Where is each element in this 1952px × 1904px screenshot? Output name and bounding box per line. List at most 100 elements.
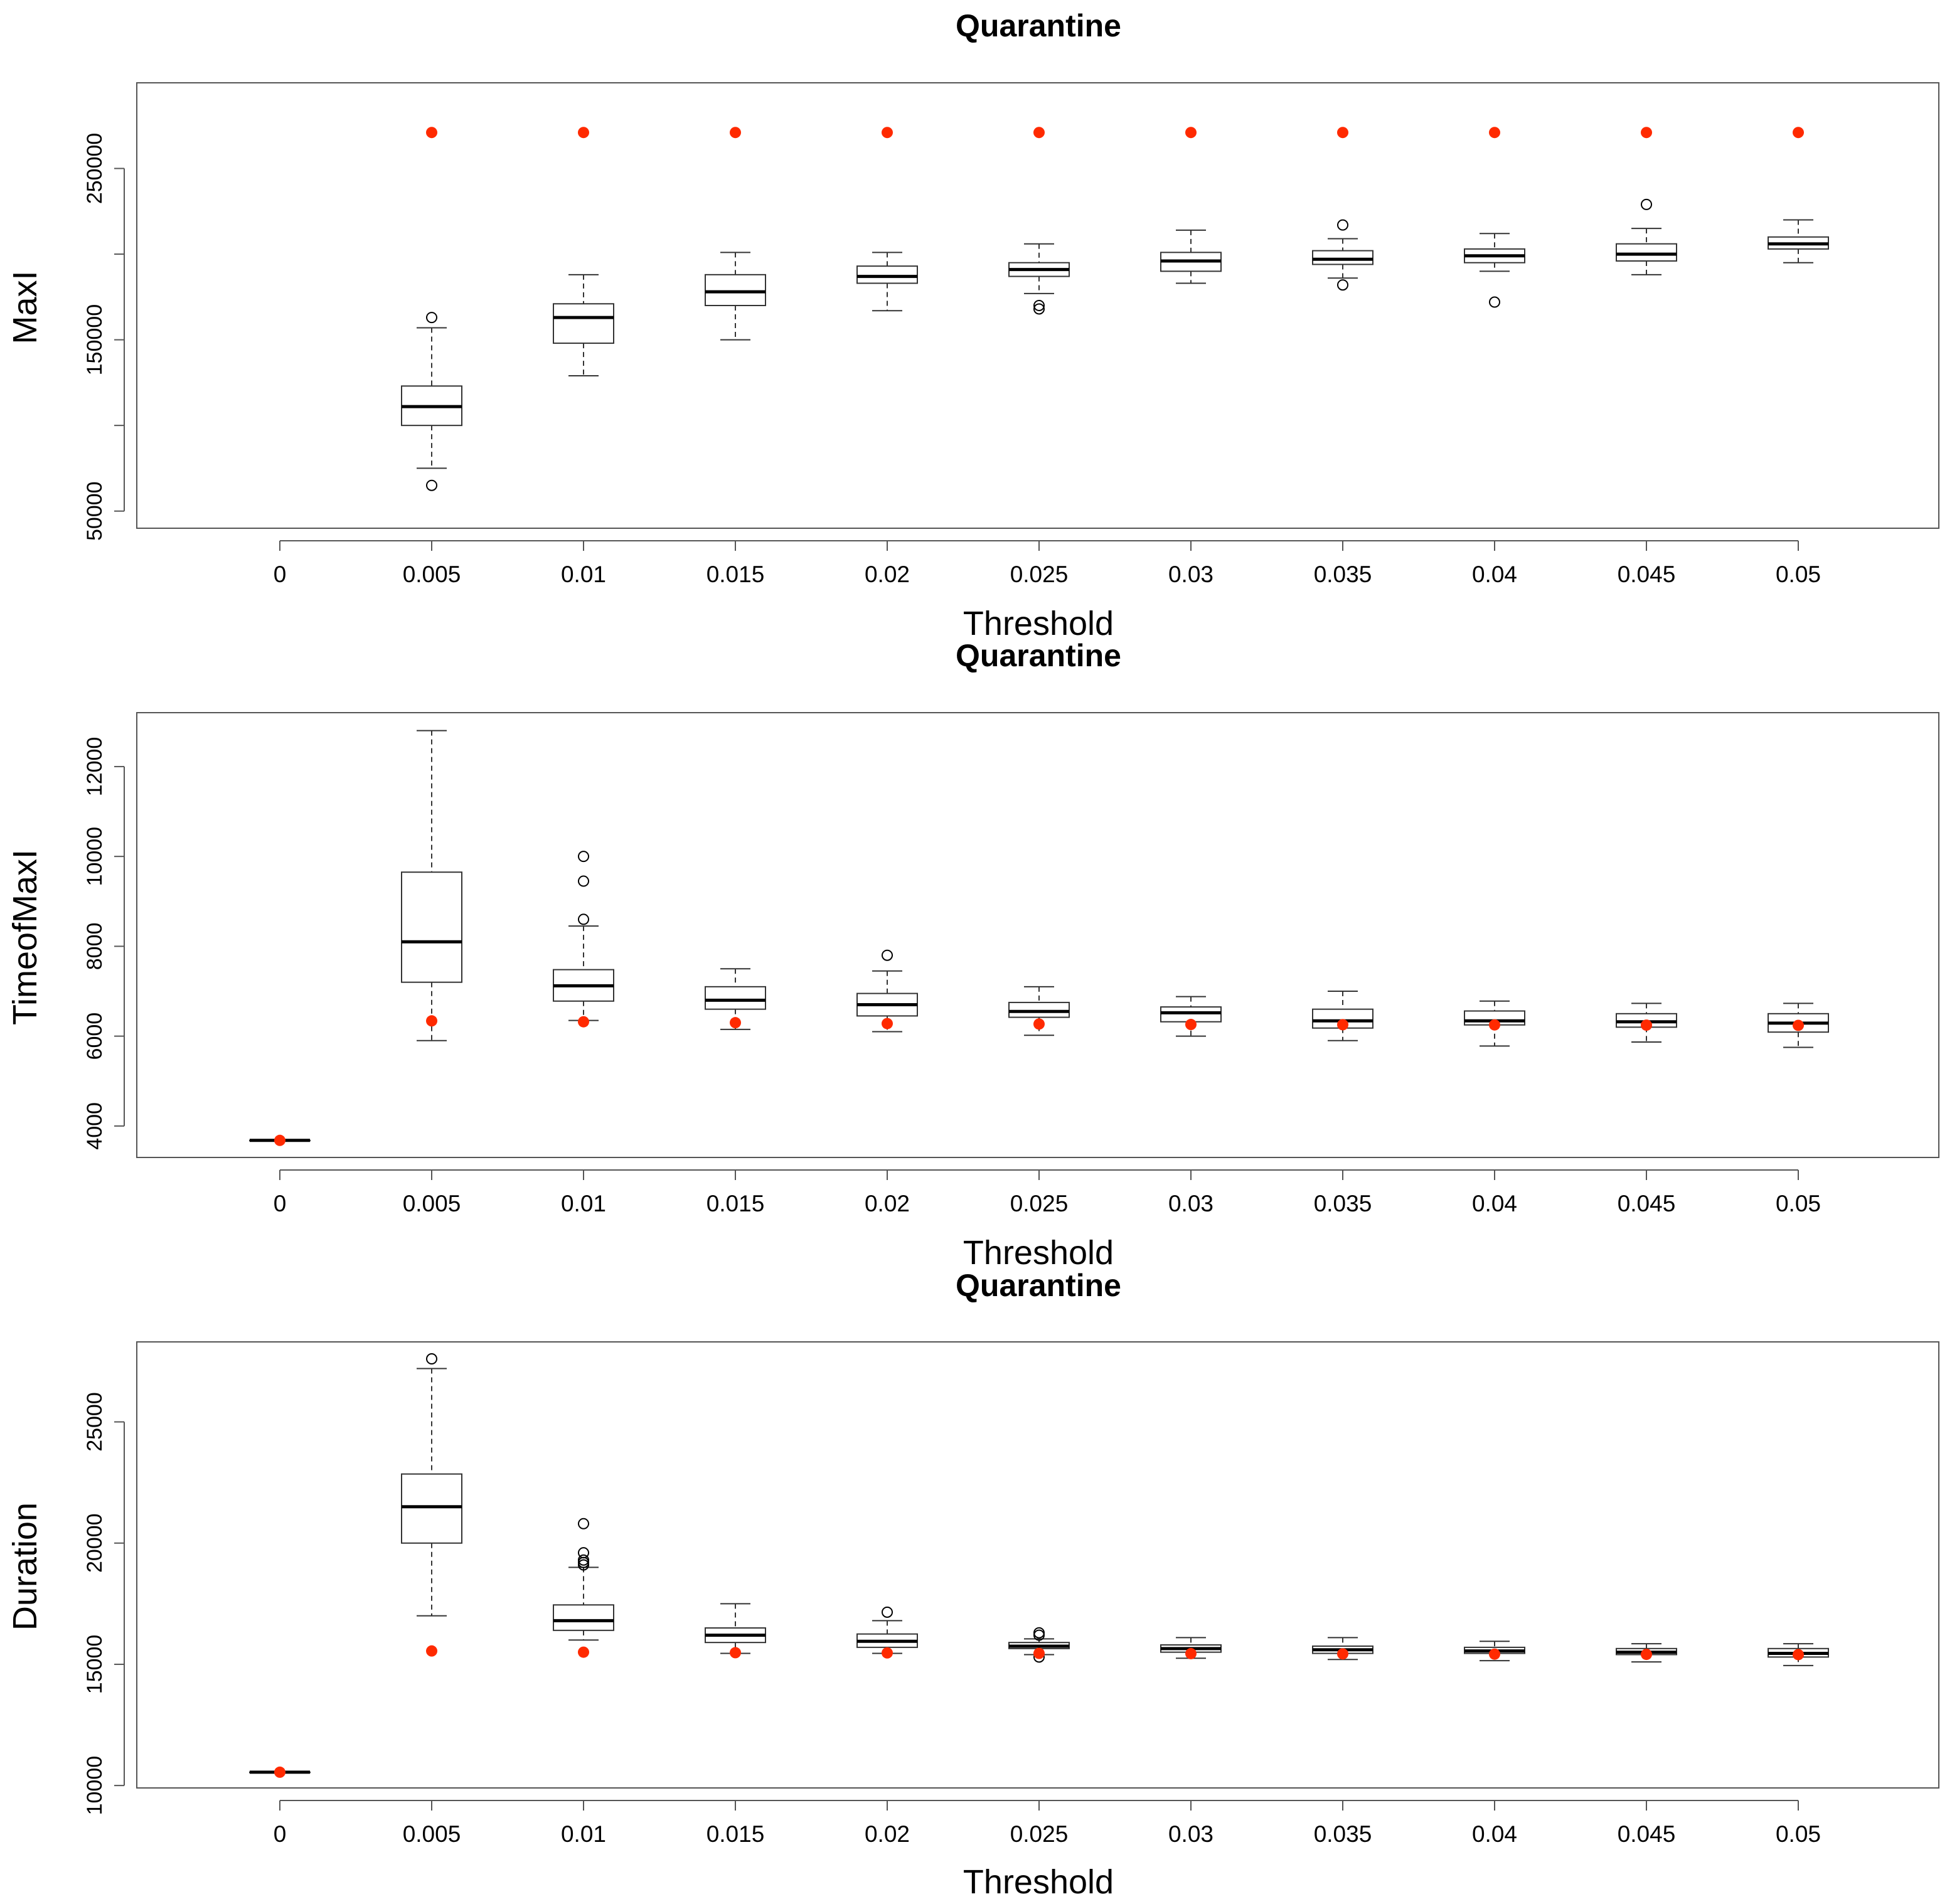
outlier-point — [426, 479, 437, 491]
reference-point — [882, 127, 893, 139]
x-tick-label: 0.01 — [561, 1821, 606, 1847]
box-iqr — [553, 303, 614, 344]
y-tick-label: 15000 — [83, 1635, 107, 1694]
reference-point — [1641, 1649, 1652, 1661]
reference-point — [1033, 127, 1045, 139]
x-tick-label: 0 — [274, 561, 287, 587]
x-tick-label: 0.05 — [1776, 561, 1821, 587]
reference-point — [1793, 127, 1804, 139]
reference-point — [1489, 127, 1500, 139]
y-tick-label: 8000 — [83, 923, 107, 971]
box-iqr — [1008, 1001, 1070, 1018]
x-tick-label: 0.045 — [1618, 561, 1676, 587]
outlier-point — [1337, 279, 1348, 291]
x-tick-label: 0.02 — [865, 1821, 910, 1847]
panel-2-plot: 4000 6000 8000 10000 12000 0 0.005 0.01 0.015 0.0… — [83, 712, 1939, 1216]
outlier-point — [578, 1556, 589, 1568]
x-tick-label: 0.015 — [707, 1821, 765, 1847]
outlier-point — [426, 312, 437, 324]
panel-3-xlabel: Threshold — [963, 1863, 1114, 1901]
y-tick-label: 20000 — [83, 1513, 107, 1573]
x-tick-label: 0.05 — [1776, 1821, 1821, 1847]
outlier-point — [426, 1353, 437, 1365]
reference-point — [1033, 1018, 1045, 1030]
panel-3-ylabel: Duration — [6, 1502, 44, 1630]
panel-1-title: Quarantine — [956, 8, 1121, 43]
reference-point — [1337, 1019, 1348, 1031]
x-tick-label: 0.005 — [403, 1191, 461, 1216]
panel-duration: Quarantine Duration Threshold 10000 15000… — [6, 1268, 1939, 1901]
reference-point — [730, 1647, 741, 1659]
outlier-point — [1033, 1627, 1045, 1639]
outlier-point — [578, 875, 589, 887]
reference-point — [1033, 1647, 1045, 1659]
box-iqr — [705, 274, 766, 307]
reference-point — [882, 1018, 893, 1029]
panel-1-ylabel: MaxI — [6, 270, 44, 344]
panel-1-xlabel: Threshold — [963, 605, 1114, 642]
reference-point — [1185, 127, 1197, 139]
box-iqr — [705, 986, 766, 1010]
reference-point — [1641, 127, 1652, 139]
reference-point — [274, 1134, 285, 1146]
outlier-point — [578, 1518, 589, 1529]
reference-point — [1337, 1648, 1348, 1660]
outlier-point — [1337, 219, 1348, 231]
outlier-point — [882, 1606, 893, 1618]
panel-2-title: Quarantine — [956, 638, 1121, 673]
reference-point — [1793, 1019, 1804, 1031]
outlier-point — [578, 913, 589, 925]
x-tick-label: 0.03 — [1168, 1191, 1213, 1216]
panel-timeofmaxi: Quarantine TimeofMaxI Threshold 4000 6000… — [6, 638, 1939, 1272]
x-tick-label: 0.025 — [1010, 1191, 1069, 1216]
x-tick-label: 0.03 — [1168, 1821, 1213, 1847]
x-tick-label: 0.005 — [403, 561, 461, 587]
box-iqr — [401, 871, 462, 983]
plot-frame — [136, 1341, 1939, 1789]
reference-point — [1185, 1019, 1197, 1031]
x-tick-label: 0.02 — [865, 1191, 910, 1216]
x-tick-label: 0.035 — [1314, 1191, 1372, 1216]
reference-point — [1185, 1647, 1197, 1659]
outlier-point — [1033, 303, 1045, 315]
reference-point — [578, 1646, 589, 1658]
outlier-point — [1641, 198, 1652, 210]
y-tick-label: 50000 — [83, 481, 107, 541]
plot-frame — [136, 82, 1939, 529]
panel-2-xlabel: Threshold — [963, 1234, 1114, 1272]
x-tick-label: 0.035 — [1314, 561, 1372, 587]
box-iqr — [856, 265, 918, 284]
reference-point — [730, 1017, 741, 1029]
reference-point — [1793, 1649, 1804, 1661]
x-tick-label: 0 — [274, 1821, 287, 1847]
reference-point — [578, 1016, 589, 1028]
y-tick-label: 4000 — [83, 1102, 107, 1150]
panel-maxi: Quarantine MaxI Threshold 50000 150000 250… — [6, 8, 1939, 642]
x-tick-label: 0.025 — [1010, 1821, 1069, 1847]
box-iqr — [1312, 250, 1373, 265]
reference-point — [426, 1645, 437, 1657]
y-tick-label: 25000 — [83, 1392, 107, 1452]
y-tick-label: 10000 — [83, 1756, 107, 1816]
x-tick-label: 0.025 — [1010, 561, 1069, 587]
reference-point — [274, 1766, 285, 1778]
reference-point — [1489, 1019, 1500, 1031]
x-tick-label: 0.045 — [1618, 1821, 1676, 1847]
x-tick-label: 0.03 — [1168, 561, 1213, 587]
y-tick-label: 10000 — [83, 827, 107, 886]
x-tick-label: 0.04 — [1472, 1191, 1517, 1216]
y-tick-label: 250000 — [83, 133, 107, 204]
x-tick-label: 0.045 — [1618, 1191, 1676, 1216]
reference-point — [426, 1015, 437, 1027]
panel-3-plot: 10000 15000 20000 25000 0 0.005 0.01 0.015 0.02 0… — [83, 1341, 1939, 1847]
box-iqr — [553, 1604, 614, 1631]
box-iqr — [401, 1473, 462, 1544]
x-tick-label: 0.01 — [561, 561, 606, 587]
reference-point — [730, 127, 741, 139]
outlier-point — [882, 949, 893, 961]
x-tick-label: 0.04 — [1472, 1821, 1517, 1847]
x-tick-label: 0.04 — [1472, 561, 1517, 587]
reference-point — [1641, 1019, 1652, 1031]
reference-point — [882, 1647, 893, 1659]
